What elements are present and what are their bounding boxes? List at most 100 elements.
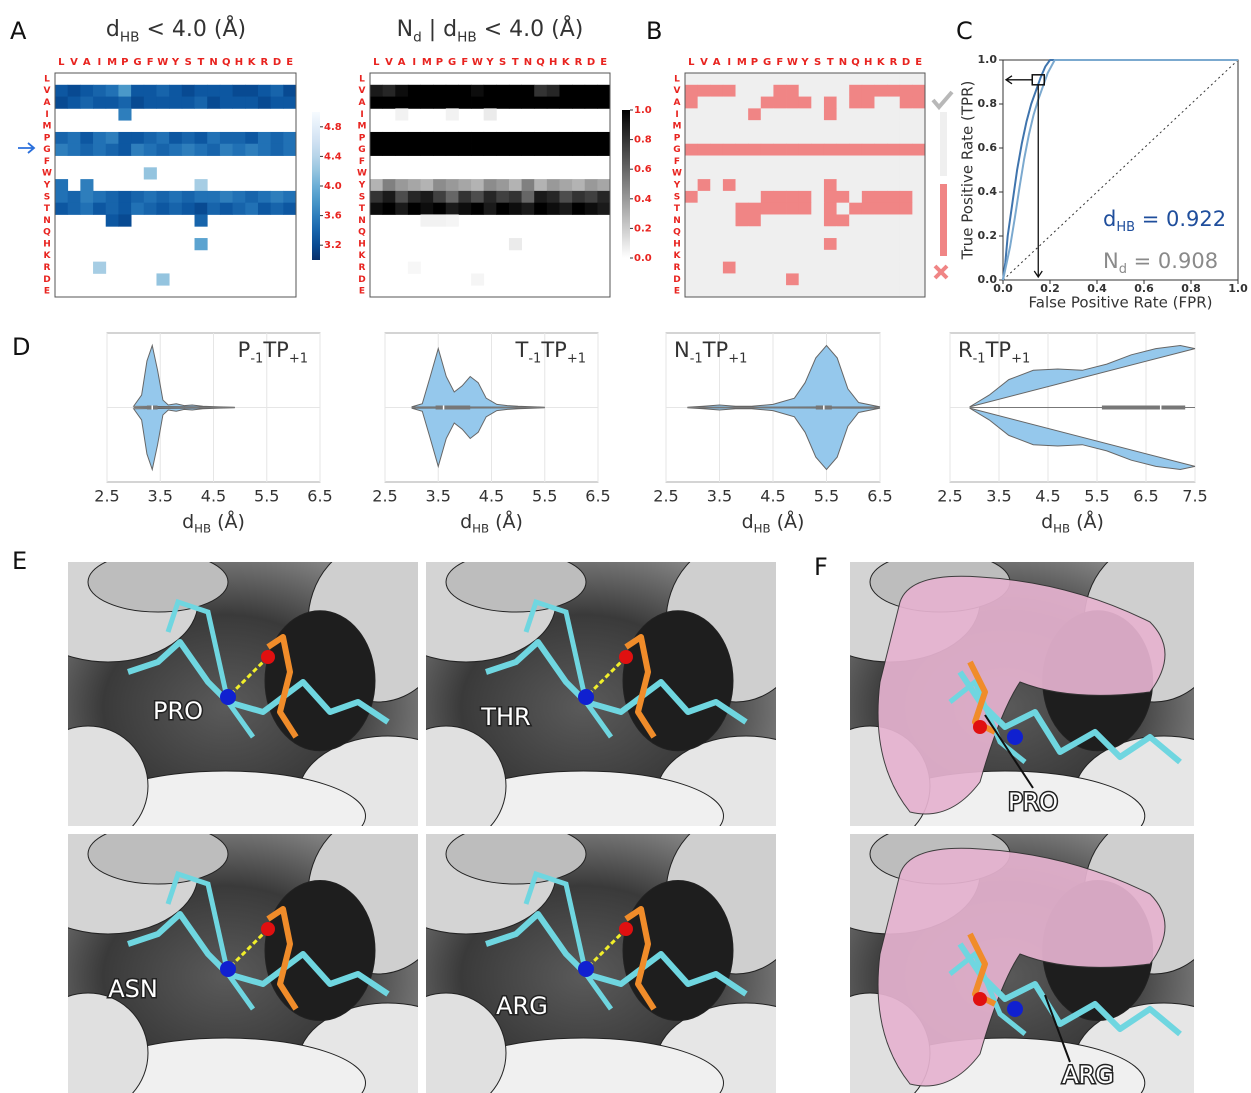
colorbar-tick-label: 0.4 [634, 194, 652, 205]
y-tick-label: H [673, 239, 681, 249]
heatmap-cell [547, 97, 560, 109]
heatmap-cell [912, 203, 925, 215]
heatmap-cell [118, 191, 131, 203]
heatmap-cell [509, 97, 522, 109]
heatmap-cell [685, 214, 698, 226]
heatmap-cell [900, 108, 913, 120]
heatmap-cell [685, 167, 698, 179]
heatmap-cell [585, 191, 598, 203]
heatmap-cell [837, 203, 850, 215]
x-tick-label: D [587, 57, 595, 68]
heatmap-cell [156, 132, 169, 144]
heatmap-cell [811, 108, 824, 120]
heatmap-cell [761, 144, 774, 156]
text-part: (Å) [211, 510, 245, 533]
heatmap-cell [736, 156, 749, 168]
heatmap-cell [761, 250, 774, 262]
heatmap-cell [900, 167, 913, 179]
heatmap-cell [471, 85, 484, 97]
heatmap-cell [837, 226, 850, 238]
heatmap-cell [471, 97, 484, 109]
heatmap-cell [547, 85, 560, 97]
x-tick-label: 4.5 [1035, 487, 1060, 506]
heatmap-cell [824, 73, 837, 85]
heatmap-cell [271, 144, 284, 156]
heatmap-cell [93, 203, 106, 215]
heatmap-cell [585, 97, 598, 109]
heatmap-cell [887, 285, 900, 297]
heatmap-cell [131, 144, 144, 156]
colorbar-tick-label: 0.6 [634, 164, 652, 175]
heatmap-cell [761, 108, 774, 120]
y-tick-label: V [674, 86, 681, 96]
y-tick-label: M [43, 122, 52, 132]
heatmap-cell [811, 238, 824, 250]
heatmap-cell [710, 167, 723, 179]
heatmap-cell [824, 167, 837, 179]
heatmap-cell [484, 132, 497, 144]
heatmap-cell [547, 132, 560, 144]
heatmap-cell [887, 191, 900, 203]
heatmap-cell [723, 144, 736, 156]
heatmap-cell [710, 214, 723, 226]
x-tick-label: G [763, 57, 771, 68]
violin-box [436, 406, 471, 410]
heatmap-cell [68, 191, 81, 203]
heatmap-cell [900, 273, 913, 285]
heatmap-cell [837, 97, 850, 109]
y-tick-label: S [359, 192, 365, 202]
y-tick-label: S [674, 192, 680, 202]
heatmap-cell [370, 179, 383, 191]
x-tick-label: 1.0 [1228, 282, 1248, 295]
text-part: HB [1116, 220, 1135, 235]
structure-label: PRO [153, 697, 203, 725]
y-tick-label: H [43, 239, 51, 249]
structure-image [18, 814, 478, 1093]
heatmap-cell [118, 203, 131, 215]
x-tick-label: 5.5 [1084, 487, 1109, 506]
heatmap-cell [169, 203, 182, 215]
heatmap-cell [395, 203, 408, 215]
heatmap-cell [900, 203, 913, 215]
heatmap-cell [837, 273, 850, 285]
text-part: < 4.0 (Å) [477, 15, 584, 42]
heatmap-cell [837, 179, 850, 191]
heatmap-cell [799, 250, 812, 262]
heatmap-cell [723, 85, 736, 97]
heatmap-cell [900, 238, 913, 250]
text-part: | d [422, 17, 457, 42]
heatmap-cell [900, 85, 913, 97]
heatmap-cell [723, 238, 736, 250]
y-tick-label: 0.2 [978, 229, 998, 242]
heatmap-cell [811, 214, 824, 226]
heatmap-cell [874, 285, 887, 297]
text-part: (Å) [771, 510, 805, 533]
heatmap-cell [900, 191, 913, 203]
heatmap-cell [723, 167, 736, 179]
colorbar-tick-label: 4.4 [324, 151, 342, 162]
heatmap-cell [773, 167, 786, 179]
heatmap-cell [761, 179, 774, 191]
heatmap-cell [585, 132, 598, 144]
heatmap-cell [383, 97, 396, 109]
heatmap-cell [862, 108, 875, 120]
panel-label: D [12, 333, 30, 361]
text-part: = 0.908 [1127, 249, 1218, 273]
heatmap-cell [723, 191, 736, 203]
heatmap-cell [131, 191, 144, 203]
heatmap-cell [723, 273, 736, 285]
heatmap-cell [773, 214, 786, 226]
heatmap-cell [761, 273, 774, 285]
heatmap-cell [887, 85, 900, 97]
heatmap-cell [900, 97, 913, 109]
y-tick-label: I [675, 110, 678, 120]
y-tick-label: I [360, 110, 363, 120]
heatmap-cell [106, 97, 119, 109]
heatmap-cell [874, 250, 887, 262]
x-tick-label: 6.5 [867, 487, 892, 506]
heatmap-cell [131, 97, 144, 109]
heatmap-cell [799, 226, 812, 238]
heatmap-cell [471, 132, 484, 144]
heatmap-cell [446, 85, 459, 97]
x-tick-label: A [713, 57, 721, 68]
